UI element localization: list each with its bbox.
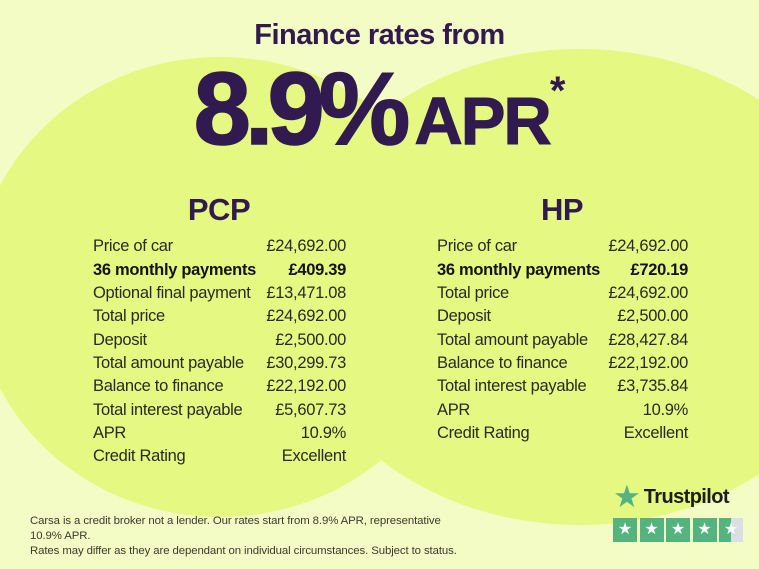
row-value: £22,192.00 bbox=[266, 377, 346, 396]
star-box-icon: ★ bbox=[692, 518, 717, 542]
right-ellipse-background bbox=[290, 49, 759, 525]
row-label: Deposit bbox=[93, 330, 147, 349]
row-value: £409.39 bbox=[288, 260, 346, 279]
row-value: £30,299.73 bbox=[266, 353, 346, 372]
hp-column-title: HP bbox=[540, 192, 584, 227]
table-row: 36 monthly payments £720.19 bbox=[437, 258, 688, 281]
row-value: £720.19 bbox=[630, 260, 688, 279]
row-value: £13,471.08 bbox=[266, 283, 346, 302]
half-star-box-icon: ★ bbox=[719, 518, 743, 542]
table-row: Total interest payable £3,735.84 bbox=[437, 375, 688, 398]
star-box-icon: ★ bbox=[666, 518, 690, 542]
banner-title: Finance rates from bbox=[254, 19, 505, 51]
disclaimer-line-1: Carsa is a credit broker not a lender. O… bbox=[30, 515, 441, 542]
row-label: APR bbox=[437, 400, 471, 419]
row-label: 36 monthly payments bbox=[93, 260, 257, 279]
row-value: £24,692.00 bbox=[608, 283, 688, 302]
table-row: Balance to finance £22,192.00 bbox=[437, 352, 688, 375]
hp-table: Price of car £24,692.00 36 monthly payme… bbox=[437, 235, 688, 445]
table-row: Credit Rating Excellent bbox=[93, 445, 346, 468]
row-label: Balance to finance bbox=[93, 377, 224, 396]
table-row: APR 10.9% bbox=[437, 398, 688, 421]
row-value: 10.9% bbox=[642, 400, 689, 419]
row-value: £5,607.73 bbox=[275, 400, 346, 419]
disclaimer-line-2: Rates may differ as they are dependant o… bbox=[30, 544, 457, 557]
headline-rate: 8.9% APR * bbox=[0, 51, 759, 166]
row-label: Total amount payable bbox=[437, 330, 588, 349]
rate-value: 8.9% bbox=[193, 51, 411, 166]
row-label: Credit Rating bbox=[93, 447, 186, 466]
row-label: Total interest payable bbox=[437, 377, 587, 396]
table-row: Total amount payable £28,427.84 bbox=[437, 328, 688, 351]
table-row: 36 monthly payments £409.39 bbox=[93, 258, 346, 281]
row-label: Price of car bbox=[93, 237, 173, 256]
star-box-icon: ★ bbox=[613, 518, 637, 542]
trustpilot-rating-4-5: ★ ★ ★ ★ ★ bbox=[613, 518, 749, 542]
legal-disclaimer: Carsa is a credit broker not a lender. O… bbox=[30, 514, 460, 558]
row-label: Optional final payment bbox=[93, 283, 251, 302]
row-value: £2,500.00 bbox=[275, 330, 346, 349]
pcp-column-title: PCP bbox=[187, 192, 251, 227]
row-label: Total price bbox=[437, 283, 509, 302]
table-row: Balance to finance £22,192.00 bbox=[93, 375, 346, 398]
table-row: Deposit £2,500.00 bbox=[437, 305, 688, 328]
trustpilot-logo: ★ Trustpilot bbox=[613, 479, 749, 514]
pcp-table: Price of car £24,692.00 36 monthly payme… bbox=[93, 235, 346, 468]
trustpilot-wordmark: Trustpilot bbox=[643, 485, 730, 508]
row-label: Balance to finance bbox=[437, 353, 568, 372]
row-value: £24,692.00 bbox=[266, 307, 346, 326]
row-value: £2,500.00 bbox=[617, 307, 688, 326]
rate-suffix: APR bbox=[414, 84, 552, 159]
table-row: Price of car £24,692.00 bbox=[93, 235, 346, 258]
table-row: Deposit £2,500.00 bbox=[93, 328, 346, 351]
row-label: 36 monthly payments bbox=[437, 260, 601, 279]
row-value: £28,427.84 bbox=[608, 330, 688, 349]
row-value: £24,692.00 bbox=[608, 237, 688, 256]
trustpilot-star-icon: ★ bbox=[613, 479, 641, 514]
row-label: Total amount payable bbox=[93, 353, 244, 372]
row-value: 10.9% bbox=[300, 423, 347, 442]
table-row: Price of car £24,692.00 bbox=[437, 235, 688, 258]
table-row: Optional final payment £13,471.08 bbox=[93, 282, 346, 305]
row-value: £3,735.84 bbox=[617, 377, 688, 396]
table-row: Credit Rating Excellent bbox=[437, 422, 688, 445]
table-row: Total interest payable £5,607.73 bbox=[93, 398, 346, 421]
table-row: Total amount payable £30,299.73 bbox=[93, 352, 346, 375]
table-row: Total price £24,692.00 bbox=[437, 282, 688, 305]
row-label: Total interest payable bbox=[93, 400, 243, 419]
row-value: Excellent bbox=[281, 447, 347, 466]
row-label: Credit Rating bbox=[437, 423, 530, 442]
row-label: APR bbox=[93, 423, 127, 442]
table-row: Total price £24,692.00 bbox=[93, 305, 346, 328]
table-row: APR 10.9% bbox=[93, 422, 346, 445]
row-label: Deposit bbox=[437, 307, 491, 326]
rate-asterisk: * bbox=[549, 69, 566, 113]
row-value: Excellent bbox=[623, 423, 689, 442]
row-value: £22,192.00 bbox=[608, 353, 688, 372]
row-value: £24,692.00 bbox=[266, 237, 346, 256]
row-label: Total price bbox=[93, 307, 165, 326]
trustpilot-widget: ★ Trustpilot ★ ★ ★ ★ ★ bbox=[613, 479, 749, 542]
star-box-icon: ★ bbox=[639, 518, 664, 542]
row-label: Price of car bbox=[437, 237, 517, 256]
